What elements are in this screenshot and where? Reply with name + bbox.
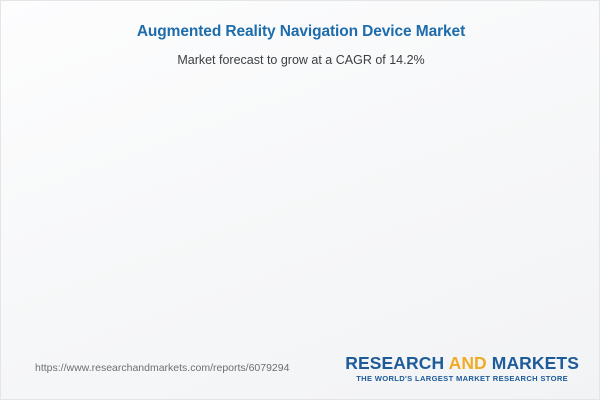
logo-word-and-text: AND (448, 353, 487, 373)
footer: https://www.researchandmarkets.com/repor… (1, 344, 599, 399)
logo-word-research: RESEARCH (345, 353, 445, 373)
plot-area: USD 301.46 Million 2026 USD 655.75 Milli… (1, 1, 599, 346)
logo-tagline: THE WORLD'S LARGEST MARKET RESEARCH STOR… (356, 374, 569, 384)
logo-word-markets: MARKETS (491, 353, 579, 373)
logo-wordmark: RESEARCH AND MARKETS (345, 354, 579, 372)
chart-subtitle: Market forecast to grow at a CAGR of 14.… (177, 53, 425, 67)
chart-title: Augmented Reality Navigation Device Mark… (136, 23, 466, 40)
report-url[interactable]: https://www.researchandmarkets.com/repor… (35, 362, 290, 374)
research-and-markets-logo[interactable]: RESEARCH AND MARKETS THE WORLD'S LARGEST… (345, 354, 579, 384)
